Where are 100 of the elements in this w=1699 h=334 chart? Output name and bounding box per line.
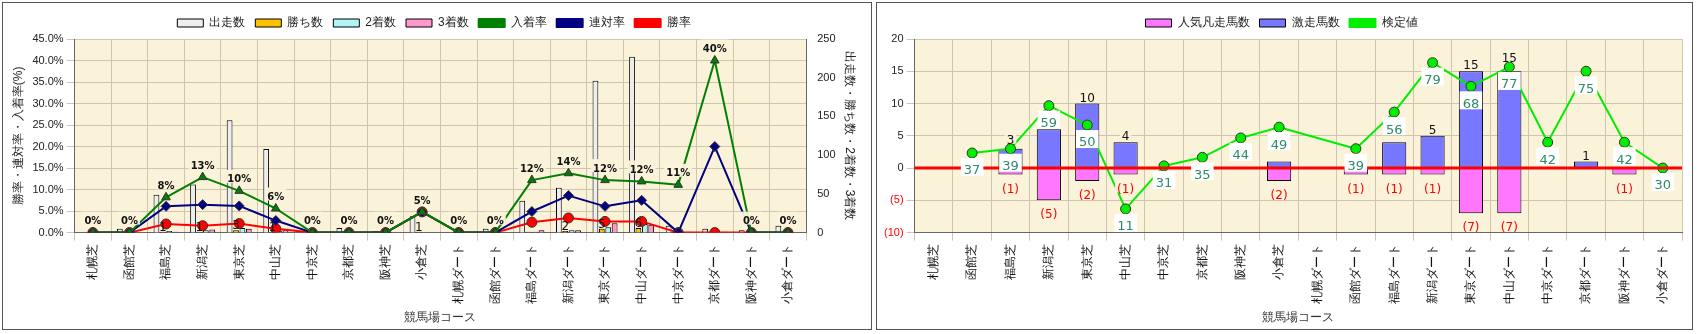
data-label: 15 <box>1501 51 1517 66</box>
data-label: 0% <box>486 215 504 227</box>
data-label: 5% <box>413 194 431 206</box>
data-label: 1 <box>415 219 423 234</box>
data-label: 79 <box>1424 72 1441 88</box>
data-label: (2) <box>1078 188 1096 203</box>
x-tick-label: 福島芝 <box>1002 243 1017 280</box>
x-tick-label: 福島ダート <box>524 243 539 304</box>
x-tick-label: 京都ダート <box>707 243 722 304</box>
data-label: 68 <box>1462 95 1480 111</box>
x-tick-label: 札幌ダート <box>451 243 466 304</box>
x-tick-label: 京都ダート <box>1578 243 1593 304</box>
x-tick-label: 東京芝 <box>1079 243 1094 280</box>
y-tick-label: 30.0% <box>32 96 64 109</box>
data-label: 35 <box>1194 166 1211 182</box>
x-tick-label: 函館ダート <box>1348 243 1363 304</box>
data-label: 49 <box>1270 136 1288 152</box>
x-tick-label: 小倉ダート <box>1655 243 1670 304</box>
data-label: 12% <box>629 164 654 175</box>
x-tick-label: 札幌ダート <box>1309 243 1324 304</box>
y-tick-label: 5.0% <box>38 204 64 217</box>
y-tick-label: 0 <box>897 161 904 174</box>
data-label: (5) <box>1040 207 1058 222</box>
x-tick-label: 函館芝 <box>964 243 979 280</box>
x-axis-title: 競馬場コース <box>404 310 477 325</box>
data-label: 12% <box>593 162 618 174</box>
x-tick-label: 中山芝 <box>268 243 283 280</box>
x-tick-label: 阪神芝 <box>377 243 392 280</box>
x-tick-label: 札幌芝 <box>85 243 100 280</box>
x-tick-label: 新潟ダート <box>560 243 575 304</box>
y-tick-label: 25.0% <box>32 118 64 131</box>
data-label: 0% <box>742 215 760 227</box>
y-tick-label: 15.0% <box>32 161 64 174</box>
data-label: 11 <box>1117 218 1134 234</box>
data-label: 39 <box>1347 158 1365 174</box>
x-tick-label: 中山芝 <box>1117 243 1132 280</box>
x-tick-label: 中京芝 <box>304 243 319 280</box>
y-tick-label: 20 <box>891 32 904 45</box>
x-tick-label: 新潟芝 <box>1041 243 1056 280</box>
x-axis-title: 競馬場コース <box>1262 310 1335 325</box>
data-label: (1) <box>1385 181 1403 196</box>
legend-label: 2着数 <box>365 15 397 30</box>
x-tick-label: 中京芝 <box>1156 243 1171 280</box>
data-label: (1) <box>1615 181 1633 196</box>
data-label: 4 <box>1121 129 1130 144</box>
data-label: 0% <box>450 215 468 227</box>
x-tick-label: 小倉ダート <box>780 243 795 304</box>
y2-tick-label: 250 <box>817 32 836 45</box>
legend-label: 激走馬数 <box>1291 15 1340 30</box>
y-tick-label: 10 <box>891 96 904 109</box>
x-tick-label: 中京ダート <box>670 243 685 304</box>
data-label: 1 <box>1582 148 1590 163</box>
y-tick-label: 0.0% <box>38 225 64 238</box>
data-label: (1) <box>1347 181 1365 196</box>
y-tick-label: (10) <box>884 225 904 238</box>
data-label: 0% <box>377 215 395 227</box>
data-label: 8% <box>157 179 175 191</box>
x-tick-label: 阪神ダート <box>743 243 758 304</box>
x-tick-label: 東京ダート <box>1463 243 1478 304</box>
data-label: 77 <box>1501 76 1518 92</box>
data-label: 0% <box>120 215 138 227</box>
y-tick-label: 5 <box>897 128 904 141</box>
x-tick-label: 新潟芝 <box>194 243 209 280</box>
x-tick-label: 中京ダート <box>1540 243 1555 304</box>
y-axis-title: 勝率・連対率・入着率(%) <box>10 66 25 206</box>
x-tick-label: 福島芝 <box>158 243 173 280</box>
y-tick-label: 40.0% <box>32 53 64 66</box>
data-label: 1 <box>159 219 167 234</box>
y2-tick-label: 50 <box>817 186 830 199</box>
data-label: 39 <box>1002 158 1019 174</box>
legend-label: 人気凡走馬数 <box>1177 15 1250 30</box>
legend-label: 出走数 <box>209 15 246 30</box>
y2-tick-label: 150 <box>817 109 836 122</box>
x-tick-label: 福島ダート <box>1386 243 1401 304</box>
x-tick-label: 東京芝 <box>231 243 246 280</box>
data-label: 40% <box>702 43 727 55</box>
legend-label: 勝率 <box>666 15 691 30</box>
data-label: 2 <box>561 219 570 234</box>
x-tick-label: 京都芝 <box>341 243 356 280</box>
data-label: 44 <box>1232 147 1249 163</box>
data-label: 11% <box>666 167 691 179</box>
y2-tick-label: 200 <box>817 70 836 83</box>
data-label: 5 <box>598 216 606 231</box>
data-label: 3 <box>1006 132 1015 147</box>
y2-tick-label: 0 <box>817 225 824 238</box>
data-label: (7) <box>1500 220 1518 235</box>
data-label: 31 <box>1155 175 1173 191</box>
data-label: 10 <box>1079 90 1095 105</box>
data-label: (2) <box>1270 188 1288 203</box>
data-label: 6% <box>267 191 285 203</box>
data-label: 42 <box>1539 151 1556 167</box>
y-tick-label: 20.0% <box>32 139 64 152</box>
data-label: (1) <box>1424 181 1442 196</box>
legend-label: 連対率 <box>588 15 625 30</box>
x-tick-label: 阪神芝 <box>1233 243 1248 280</box>
x-tick-label: 京都芝 <box>1194 243 1209 280</box>
x-tick-label: 東京ダート <box>597 243 612 304</box>
data-label: 0% <box>340 215 358 227</box>
data-label: 42 <box>1616 151 1633 167</box>
legend-label: 入着率 <box>510 15 547 30</box>
